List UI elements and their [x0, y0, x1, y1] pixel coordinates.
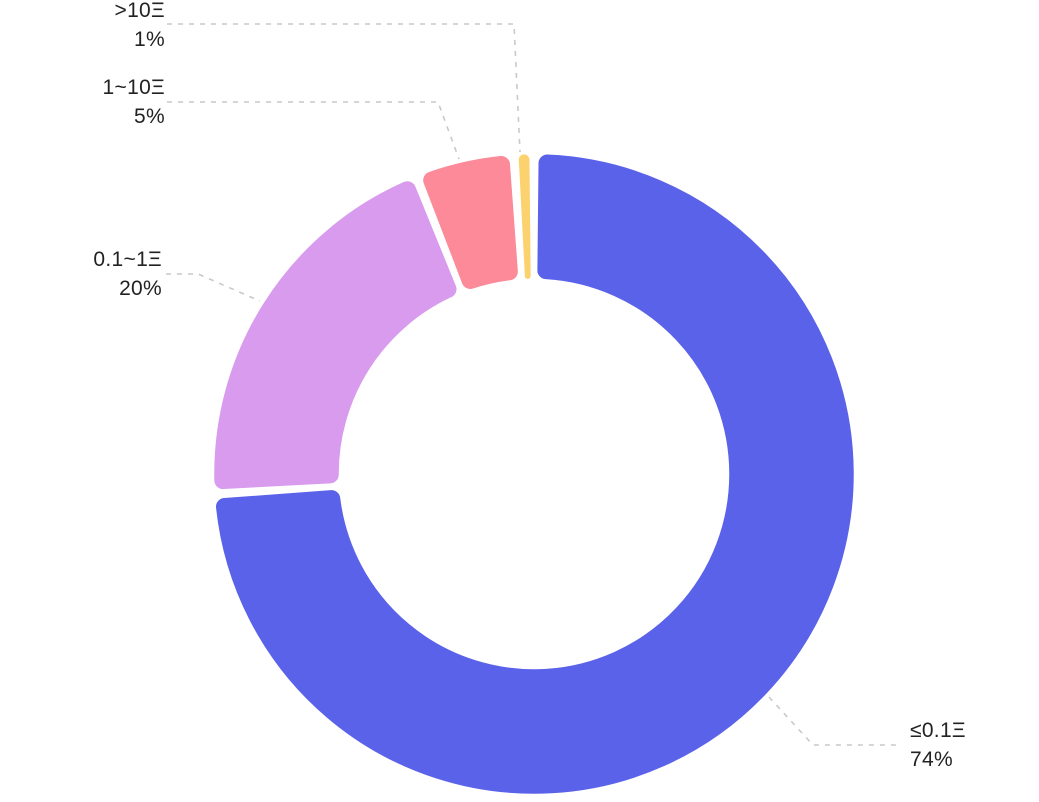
slice-1-10-[interactable] — [420, 153, 521, 292]
callout-percent-label: 74% — [910, 748, 953, 771]
callout-category-label: 0.1~1Ξ — [93, 248, 162, 271]
leader-line-le-0.1eth — [768, 696, 901, 746]
callout-percent-label: 5% — [134, 105, 165, 128]
donut-slices — [211, 151, 857, 797]
slice--0.1-[interactable] — [213, 152, 857, 797]
leader-line-0.1-1eth — [166, 273, 261, 302]
leader-line-1-10eth — [167, 101, 460, 160]
callout-1-10eth: 1~10Ξ 5% — [103, 73, 165, 131]
leader-line-gt-10eth — [167, 23, 521, 153]
slice--10-[interactable] — [516, 151, 534, 282]
label-leader-lines — [166, 23, 901, 746]
callout-percent-label: 20% — [119, 277, 162, 300]
callout-percent-label: 1% — [134, 28, 165, 51]
callout-category-label: >10Ξ — [114, 0, 165, 22]
callout-0.1-1eth: 0.1~1Ξ 20% — [93, 245, 162, 303]
callout-gt-10eth: >10Ξ 1% — [115, 0, 165, 54]
slice-0.1-1-[interactable] — [211, 178, 459, 492]
callout-category-label: ≤0.1Ξ — [910, 719, 966, 742]
callout-category-label: 1~10Ξ — [102, 76, 165, 99]
callout-le-0.1eth: ≤0.1Ξ 74% — [910, 716, 966, 774]
